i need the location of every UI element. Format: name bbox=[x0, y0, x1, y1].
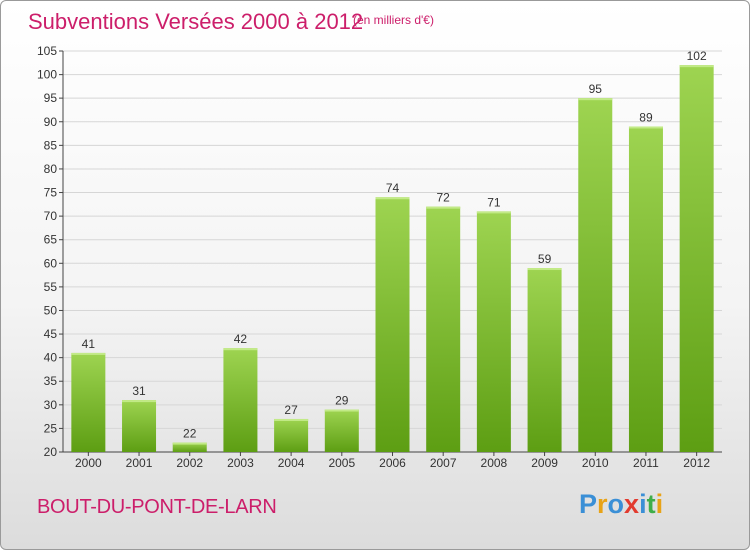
y-tick-label: 70 bbox=[44, 209, 58, 223]
bar bbox=[71, 352, 106, 452]
data-label: 29 bbox=[335, 394, 349, 408]
x-tick-label: 2005 bbox=[328, 456, 355, 470]
bar-highlight bbox=[122, 400, 157, 403]
data-label: 31 bbox=[132, 384, 146, 398]
logo-letter: o bbox=[607, 489, 625, 519]
y-tick-label: 25 bbox=[44, 421, 58, 435]
x-tick-label: 2007 bbox=[430, 456, 457, 470]
x-tick-label: 2004 bbox=[278, 456, 305, 470]
data-label: 41 bbox=[82, 337, 96, 351]
y-tick-label: 80 bbox=[44, 162, 58, 176]
y-tick-label: 105 bbox=[37, 44, 57, 58]
y-tick-label: 60 bbox=[44, 256, 58, 270]
logo-letter: i bbox=[639, 489, 647, 519]
data-label: 95 bbox=[589, 82, 603, 96]
bar-highlight bbox=[476, 211, 511, 214]
logo-letter: P bbox=[579, 489, 598, 519]
logo-letter: t bbox=[646, 489, 656, 519]
data-label: 89 bbox=[639, 110, 653, 124]
bar bbox=[628, 126, 663, 452]
bar bbox=[172, 442, 207, 452]
y-tick-label: 20 bbox=[44, 445, 58, 459]
data-label: 72 bbox=[437, 191, 451, 205]
y-tick-label: 45 bbox=[44, 327, 58, 341]
bar-highlight bbox=[172, 442, 207, 445]
data-label: 71 bbox=[487, 195, 501, 209]
x-tick-label: 2009 bbox=[531, 456, 558, 470]
x-tick-label: 2006 bbox=[379, 456, 406, 470]
bar bbox=[375, 197, 410, 452]
bar-highlight bbox=[71, 352, 106, 355]
data-label: 59 bbox=[538, 252, 552, 266]
y-tick-label: 75 bbox=[44, 186, 58, 200]
data-label: 74 bbox=[386, 181, 400, 195]
bar-highlight bbox=[679, 65, 714, 68]
data-label: 42 bbox=[234, 332, 248, 346]
chart-subtitle: (en milliers d'€) bbox=[353, 13, 434, 27]
y-tick-label: 35 bbox=[44, 374, 58, 388]
y-tick-label: 95 bbox=[44, 91, 58, 105]
bar bbox=[527, 268, 562, 452]
bar bbox=[324, 409, 359, 452]
bar-highlight bbox=[578, 98, 613, 101]
bar-highlight bbox=[375, 197, 410, 200]
x-tick-label: 2011 bbox=[633, 456, 659, 470]
x-tick-label: 2002 bbox=[176, 456, 203, 470]
x-tick-label: 2003 bbox=[227, 456, 254, 470]
proxiti-logo: Proxiti bbox=[579, 489, 663, 520]
bar bbox=[223, 348, 258, 452]
logo-letter: x bbox=[624, 489, 640, 519]
bar-highlight bbox=[223, 348, 258, 351]
y-tick-label: 90 bbox=[44, 115, 58, 129]
bar-highlight bbox=[628, 126, 663, 129]
bar bbox=[578, 98, 613, 453]
y-tick-label: 50 bbox=[44, 303, 58, 317]
data-label: 22 bbox=[183, 427, 197, 441]
bar-highlight bbox=[274, 418, 309, 421]
y-tick-label: 85 bbox=[44, 138, 58, 152]
y-tick-label: 100 bbox=[37, 68, 57, 82]
bar-highlight bbox=[426, 206, 461, 209]
data-label: 27 bbox=[284, 403, 298, 417]
commune-name: BOUT-DU-PONT-DE-LARN bbox=[37, 496, 277, 518]
x-tick-label: 2000 bbox=[75, 456, 102, 470]
bar-highlight bbox=[527, 268, 562, 271]
x-tick-label: 2010 bbox=[582, 456, 609, 470]
x-tick-label: 2001 bbox=[126, 456, 153, 470]
bar bbox=[679, 65, 714, 452]
y-tick-label: 30 bbox=[44, 398, 58, 412]
y-tick-label: 40 bbox=[44, 351, 58, 365]
y-tick-label: 55 bbox=[44, 280, 58, 294]
chart-title: Subventions Versées 2000 à 2012 bbox=[28, 9, 364, 34]
data-label: 102 bbox=[687, 49, 707, 63]
bar bbox=[426, 206, 461, 452]
bar-highlight bbox=[324, 409, 359, 412]
bar bbox=[122, 400, 157, 452]
x-tick-label: 2008 bbox=[481, 456, 508, 470]
y-tick-label: 65 bbox=[44, 233, 58, 247]
x-tick-label: 2012 bbox=[683, 456, 710, 470]
logo-letter: r bbox=[597, 489, 608, 519]
bar bbox=[476, 211, 511, 452]
bar bbox=[274, 418, 309, 452]
logo-letter: i bbox=[655, 489, 664, 519]
